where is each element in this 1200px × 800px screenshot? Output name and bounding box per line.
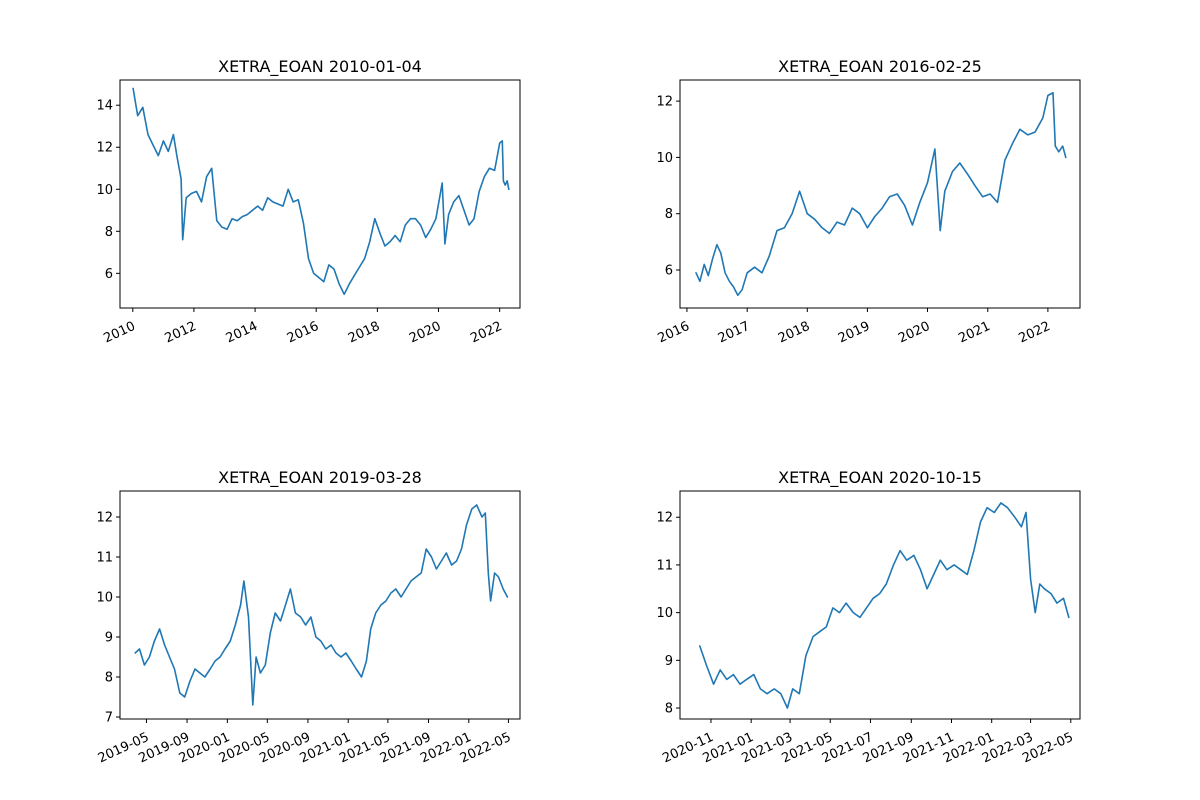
y-tick-label: 10 [656,151,673,166]
chart-title: XETRA_EOAN 2010-01-04 [218,57,422,77]
y-tick-label: 12 [96,511,113,526]
x-tick-label: 2017 [716,319,752,347]
y-tick-label: 8 [665,702,673,717]
series-line-1 [698,502,1070,709]
x-tick-label: 2016 [656,319,692,347]
x-tick-label: 2018 [776,319,812,347]
y-tick-label: 8 [105,671,113,686]
y-tick-label: 10 [656,606,673,621]
x-tick-label: 2019 [836,319,872,347]
y-tick-label: 10 [96,183,113,198]
chart-title: XETRA_EOAN 2016-02-25 [778,57,982,77]
x-tick-label: 2022 [468,319,504,347]
y-tick-label: 14 [96,99,113,114]
chart-panel-4: XETRA_EOAN 2020-10-15891011122020-112021… [656,468,1081,766]
x-tick-label: 2021 [956,319,992,347]
chart-panel-2: XETRA_EOAN 2016-02-25 6 8 10 12 2016 2017 2018 2… [656,57,1081,347]
y-tick-label: 6 [105,267,113,282]
axes-frame [679,490,1081,720]
x-tick-label: 2020 [407,319,443,347]
chart-panel-1: XETRA_EOAN 2010-01-04 6 8 10 12 14 2010 2012 201… [96,57,521,347]
chart-title: XETRA_EOAN 2019-03-28 [218,468,422,488]
y-tick-label: 12 [656,95,673,110]
y-tick-label: 12 [96,141,113,156]
axes-frame [119,490,521,720]
y-tick-label: 8 [665,207,673,222]
series-line-1 [134,504,509,706]
x-tick-label: 2012 [163,319,199,347]
chart-title: XETRA_EOAN 2020-10-15 [778,468,982,488]
x-tick-label: 2022 [1017,319,1053,347]
y-tick-label: 7 [105,711,113,726]
x-tick-label: 2010 [101,319,137,347]
y-tick-label: 6 [665,264,673,279]
y-tick-label: 9 [105,631,113,646]
axes-frame [679,79,1081,309]
series-line-1 [695,91,1067,297]
y-tick-label: 10 [96,591,113,606]
x-tick-label: 2020 [896,319,932,347]
x-tick-label: 2014 [224,319,260,347]
series-line-1 [132,87,510,296]
x-tick-label: 2018 [346,319,382,347]
chart-panel-3: XETRA_EOAN 2019-03-287891011122019-05201… [96,468,521,766]
y-tick-label: 12 [656,511,673,526]
axes-frame [119,79,521,309]
x-tick-label: 2016 [285,319,321,347]
y-tick-label: 11 [656,558,673,573]
y-tick-label: 9 [665,654,673,669]
y-tick-label: 8 [105,225,113,240]
y-tick-label: 11 [96,551,113,566]
